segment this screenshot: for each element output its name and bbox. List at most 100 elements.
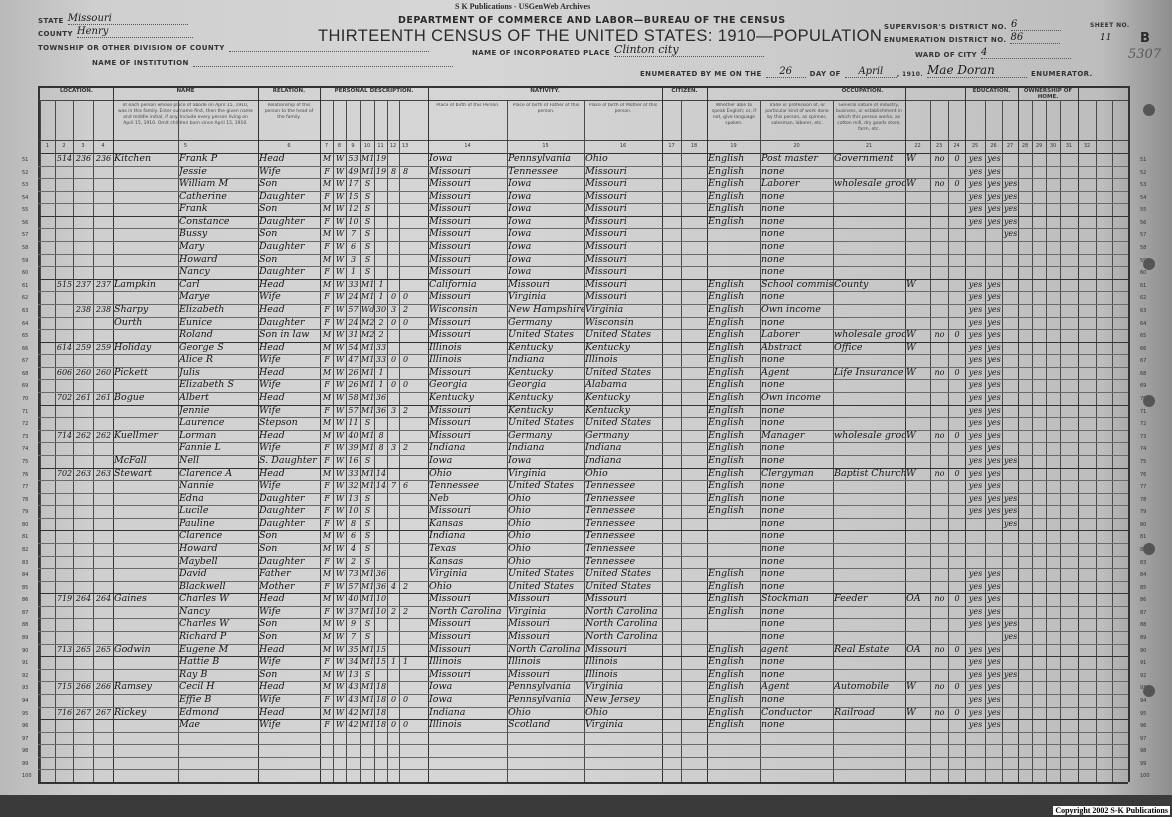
cell-employer-status: OA bbox=[906, 643, 921, 655]
cell-attended-school: yes bbox=[1003, 506, 1018, 516]
cell-children-born: 4 bbox=[390, 581, 397, 591]
cell-sex: M bbox=[322, 393, 332, 403]
column-number: 13 bbox=[401, 143, 409, 149]
cell-industry: Baptist Church bbox=[834, 467, 905, 479]
cell-attended-school: yes bbox=[1003, 669, 1018, 679]
line-number-right: 89 bbox=[1140, 635, 1147, 642]
cell-occupation: none bbox=[761, 228, 785, 240]
cell-relation: Head bbox=[259, 593, 285, 605]
cell-father-birthplace: United States bbox=[508, 580, 575, 592]
cell-attended-school: yes bbox=[1003, 204, 1018, 214]
place-value: Clinton city bbox=[614, 43, 765, 57]
cell-father-birthplace: Germany bbox=[508, 316, 552, 328]
cell-language: English bbox=[708, 668, 745, 680]
cell-age: 7 bbox=[350, 229, 357, 239]
line-number: 82 bbox=[22, 546, 29, 553]
cell-marital-status: M1 bbox=[361, 594, 374, 604]
cell-mother-birthplace: Illinois bbox=[585, 668, 618, 680]
cell-marital-status: S bbox=[364, 216, 371, 226]
cell-attended-school: yes bbox=[1003, 619, 1018, 629]
cell-occupation: none bbox=[761, 631, 785, 643]
cell-mother-birthplace: Virginia bbox=[585, 719, 624, 731]
cell-dwelling-number: 265 bbox=[75, 644, 92, 654]
cell-years-married: 1 bbox=[378, 292, 384, 302]
cell-can-read: yes bbox=[968, 619, 983, 629]
cell-can-read: yes bbox=[968, 606, 983, 616]
cell-given-name: Eunice bbox=[179, 316, 213, 328]
cell-mother-birthplace: United States bbox=[585, 417, 652, 429]
cell-given-name: Frank P bbox=[179, 153, 218, 164]
cell-language: English bbox=[708, 417, 745, 429]
line-number-right: 56 bbox=[1140, 219, 1147, 226]
section-header: OWNERSHIP OF HOME. bbox=[1023, 88, 1073, 100]
cell-can-write: yes bbox=[987, 342, 1001, 352]
cell-mother-birthplace: Missouri bbox=[585, 291, 627, 303]
cell-house-number: 606 bbox=[56, 367, 73, 377]
cell-house-number: 514 bbox=[56, 154, 73, 163]
line-number: 70 bbox=[22, 396, 29, 403]
cell-race: W bbox=[335, 292, 345, 302]
cell-given-name: Elizabeth S bbox=[179, 379, 234, 391]
row-line bbox=[38, 429, 1128, 431]
cell-can-write: yes bbox=[987, 355, 1001, 365]
cell-race: W bbox=[335, 254, 345, 264]
line-number: 52 bbox=[22, 169, 29, 176]
cell-language: English bbox=[708, 153, 745, 164]
section-header: NAME bbox=[176, 88, 195, 94]
cell-race: W bbox=[335, 619, 345, 629]
column-line bbox=[1046, 100, 1047, 782]
cell-marital-status: M1 bbox=[361, 355, 374, 365]
cell-out-of-work: no bbox=[934, 367, 945, 377]
row-line bbox=[38, 291, 1128, 293]
column-line bbox=[258, 86, 259, 782]
cell-race: W bbox=[335, 191, 345, 201]
column-number: 10 bbox=[363, 143, 371, 149]
cell-can-write: yes bbox=[987, 594, 1001, 604]
cell-marital-status: S bbox=[364, 543, 371, 553]
cell-given-name: Jessie bbox=[179, 165, 207, 177]
enumerated-month: April bbox=[844, 66, 897, 78]
cell-age: 57 bbox=[348, 405, 359, 415]
cell-birthplace: Virginia bbox=[429, 568, 468, 580]
cell-relation: Daughter bbox=[259, 505, 305, 517]
cell-father-birthplace: United States bbox=[508, 329, 575, 341]
cell-marital-status: S bbox=[364, 556, 371, 566]
cell-mother-birthplace: Missouri bbox=[585, 178, 627, 190]
cell-birthplace: Missouri bbox=[429, 215, 471, 227]
cell-age: 12 bbox=[348, 204, 359, 214]
cell-relation: Head bbox=[259, 467, 285, 479]
cell-mother-birthplace: Missouri bbox=[585, 228, 627, 240]
cell-age: 7 bbox=[350, 632, 357, 642]
column-line bbox=[178, 100, 179, 782]
cell-occupation: none bbox=[761, 316, 785, 328]
column-number: 24 bbox=[953, 143, 960, 149]
cell-years-married: 36 bbox=[375, 581, 387, 591]
cell-marital-status: M1 bbox=[361, 292, 374, 302]
cell-age: 47 bbox=[348, 355, 359, 365]
cell-employer-status: W bbox=[906, 706, 916, 718]
cell-attended-school: yes bbox=[1003, 191, 1018, 201]
cell-occupation: Conductor bbox=[761, 706, 812, 718]
cell-relation: S. Daughter bbox=[259, 454, 317, 466]
cell-occupation: none bbox=[761, 530, 785, 542]
cell-occupation: Agent bbox=[761, 366, 790, 378]
cell-employer-status: W bbox=[906, 341, 916, 353]
cell-race: W bbox=[335, 669, 345, 679]
cell-age: 43 bbox=[348, 682, 359, 692]
cell-age: 26 bbox=[348, 380, 359, 390]
line-number-right: 98 bbox=[1140, 748, 1147, 755]
cell-out-of-work: no bbox=[934, 594, 945, 604]
cell-occupation: none bbox=[761, 354, 785, 366]
cell-race: W bbox=[335, 430, 345, 440]
row-line bbox=[38, 593, 1128, 595]
cell-can-write: yes bbox=[987, 694, 1001, 704]
column-line bbox=[662, 86, 663, 782]
line-number: 98 bbox=[22, 748, 29, 755]
cell-mother-birthplace: Tennessee bbox=[585, 480, 636, 492]
cell-father-birthplace: Iowa bbox=[508, 266, 532, 278]
column-line bbox=[985, 100, 986, 782]
cell-language: English bbox=[708, 404, 745, 416]
cell-occupation: Manager bbox=[761, 429, 805, 441]
cell-out-of-work: no bbox=[934, 330, 945, 340]
cell-industry: Railroad bbox=[834, 706, 876, 718]
